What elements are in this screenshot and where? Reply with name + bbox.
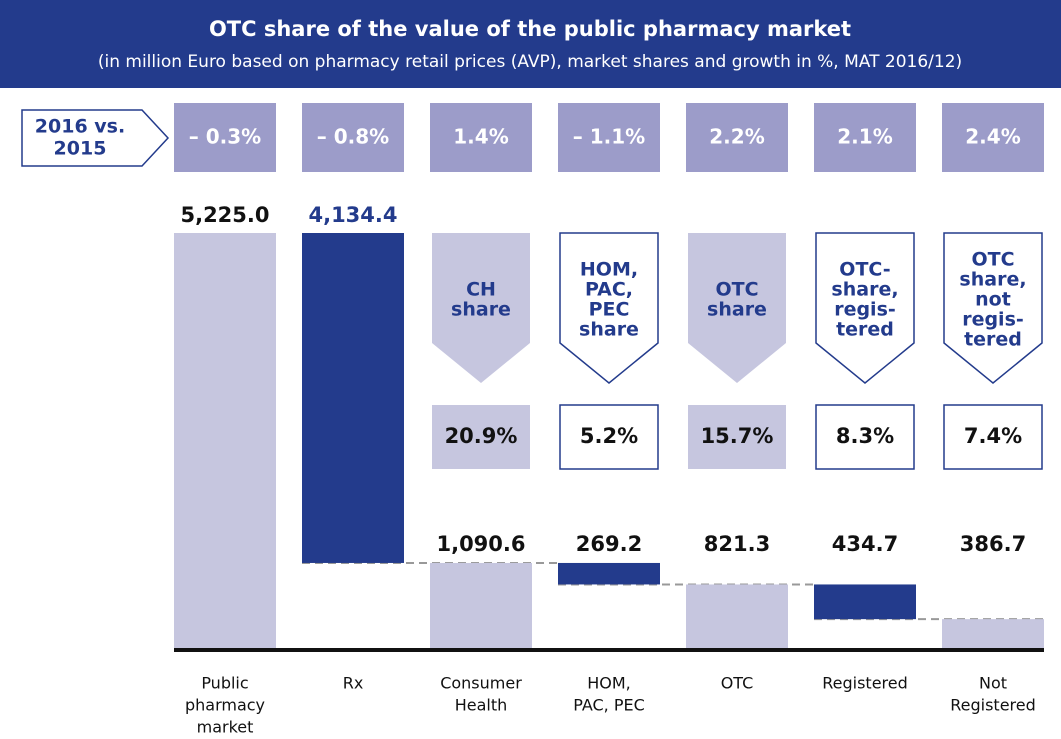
share-label: share (707, 299, 767, 321)
share-label: OTC (715, 279, 758, 301)
share-label: share (579, 319, 639, 341)
share-arrow (559, 232, 659, 384)
value-label: 821.3 (704, 532, 770, 556)
header-band (0, 0, 1061, 88)
value-label: 269.2 (576, 532, 642, 556)
value-label: 5,225.0 (180, 203, 269, 227)
share-label: OTC- (839, 259, 890, 281)
share-label: PEC (589, 299, 630, 321)
growth-value: – 1.1% (573, 125, 645, 149)
share-label: tered (836, 319, 894, 341)
x-tick-label: Registered (822, 674, 908, 693)
growth-box (302, 103, 404, 172)
value-label: 386.7 (960, 532, 1026, 556)
share-label: regis- (962, 309, 1024, 331)
share-value: 5.2% (580, 424, 638, 448)
x-tick-label: Public (201, 674, 248, 693)
growth-value: 2.2% (709, 125, 764, 149)
x-tick-label: pharmacy (185, 696, 265, 715)
share-label: regis- (834, 299, 896, 321)
x-tick-label: Not (979, 674, 1007, 693)
share-box (559, 404, 659, 470)
share-label: share (451, 299, 511, 321)
growth-value: 2.4% (965, 125, 1020, 149)
x-tick-label: Consumer (440, 674, 522, 693)
chart-subtitle: (in million Euro based on pharmacy retai… (98, 52, 962, 72)
share-arrow (815, 232, 915, 384)
share-box (815, 404, 915, 470)
x-tick-label: HOM, (587, 674, 631, 693)
bar (814, 584, 916, 620)
x-tick-label: OTC (721, 674, 754, 693)
share-box (943, 404, 1043, 470)
growth-box (174, 103, 276, 172)
growth-box (942, 103, 1044, 172)
growth-label: 2015 (54, 138, 107, 160)
share-box (688, 405, 786, 469)
share-value: 15.7% (701, 424, 774, 448)
x-tick-label: Registered (950, 696, 1036, 715)
growth-box (430, 103, 532, 172)
bar (174, 233, 276, 650)
share-label: OTC (971, 249, 1014, 271)
bar (558, 562, 660, 585)
chart-title: OTC share of the value of the public pha… (209, 17, 851, 41)
growth-label: 2016 vs. (35, 116, 125, 138)
growth-value: – 0.3% (189, 125, 261, 149)
value-label: 1,090.6 (436, 532, 525, 556)
share-arrow (432, 233, 530, 383)
share-label: PAC, (585, 279, 633, 301)
share-label: not (975, 289, 1011, 311)
growth-value: – 0.8% (317, 125, 389, 149)
x-tick-label: Rx (343, 674, 364, 693)
share-value: 7.4% (964, 424, 1022, 448)
share-arrow (943, 232, 1043, 384)
x-tick-label: Health (455, 696, 508, 715)
value-label: 4,134.4 (308, 203, 397, 227)
growth-box (558, 103, 660, 172)
bar (942, 619, 1044, 650)
x-tick-label: PAC, PEC (573, 696, 645, 715)
share-label: share, (959, 269, 1026, 291)
growth-label-arrow (21, 109, 170, 167)
share-label: HOM, (580, 259, 638, 281)
bar (302, 233, 404, 563)
bar (430, 562, 532, 650)
growth-value: 1.4% (453, 125, 508, 149)
bar (686, 584, 788, 650)
share-label: share, (831, 279, 898, 301)
growth-box (814, 103, 916, 172)
share-value: 8.3% (836, 424, 894, 448)
share-box (432, 405, 530, 469)
x-tick-label: market (197, 718, 254, 737)
share-value: 20.9% (445, 424, 518, 448)
share-label: tered (964, 329, 1022, 351)
growth-box (686, 103, 788, 172)
share-label: CH (466, 279, 496, 301)
value-label: 434.7 (832, 532, 898, 556)
growth-value: 2.1% (837, 125, 892, 149)
share-arrow (688, 233, 786, 383)
